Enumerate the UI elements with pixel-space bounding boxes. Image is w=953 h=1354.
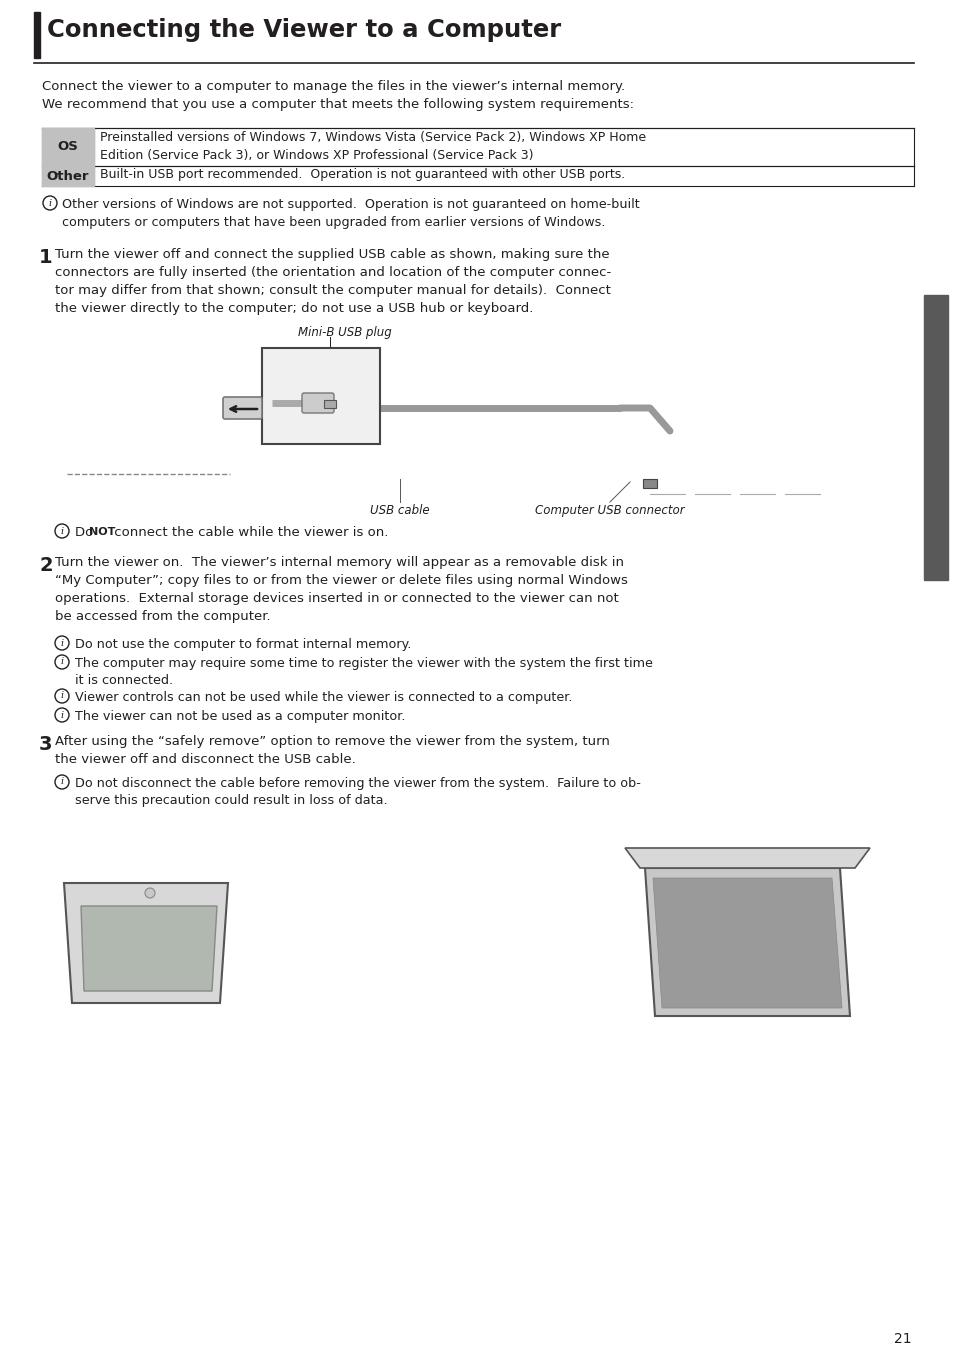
- Text: 21: 21: [893, 1332, 911, 1346]
- Text: NOT: NOT: [89, 527, 115, 538]
- Polygon shape: [624, 848, 869, 868]
- Circle shape: [145, 888, 154, 898]
- Text: Other versions of Windows are not supported.  Operation is not guaranteed on hom: Other versions of Windows are not suppor…: [62, 198, 639, 229]
- Text: Do not use the computer to format internal memory.: Do not use the computer to format intern…: [75, 638, 411, 651]
- Text: i: i: [60, 711, 64, 719]
- Text: 1: 1: [39, 248, 52, 267]
- Text: Mini-B USB plug: Mini-B USB plug: [297, 326, 392, 338]
- Text: Preinstalled versions of Windows 7, Windows Vista (Service Pack 2), Windows XP H: Preinstalled versions of Windows 7, Wind…: [100, 131, 645, 161]
- FancyBboxPatch shape: [302, 393, 334, 413]
- Text: The viewer can not be used as a computer monitor.: The viewer can not be used as a computer…: [75, 709, 405, 723]
- Text: i: i: [60, 639, 64, 647]
- FancyBboxPatch shape: [223, 397, 262, 418]
- Text: USB cable: USB cable: [370, 504, 430, 517]
- Text: Turn the viewer off and connect the supplied USB cable as shown, making sure the: Turn the viewer off and connect the supp…: [55, 248, 611, 315]
- Bar: [324, 399, 335, 408]
- Text: Computer USB connector: Computer USB connector: [535, 504, 684, 517]
- Text: 2: 2: [39, 556, 52, 575]
- Bar: [642, 479, 657, 487]
- Text: Turn the viewer on.  The viewer’s internal memory will appear as a removable dis: Turn the viewer on. The viewer’s interna…: [55, 556, 627, 623]
- Bar: [262, 348, 379, 444]
- Polygon shape: [644, 868, 849, 1016]
- Text: i: i: [60, 658, 64, 666]
- Bar: [42, 167, 94, 185]
- Text: Other: Other: [47, 169, 90, 183]
- Text: Connect the viewer to a computer to manage the files in the viewer’s internal me: Connect the viewer to a computer to mana…: [42, 80, 634, 111]
- Text: connect the cable while the viewer is on.: connect the cable while the viewer is on…: [110, 525, 388, 539]
- Text: Do: Do: [75, 525, 97, 539]
- Text: i: i: [60, 692, 64, 700]
- Text: Built-in USB port recommended.  Operation is not guaranteed with other USB ports: Built-in USB port recommended. Operation…: [100, 168, 624, 181]
- Bar: [34, 12, 40, 58]
- Text: i: i: [60, 777, 64, 787]
- Text: 3: 3: [39, 735, 52, 754]
- Text: Viewer controls can not be used while the viewer is connected to a computer.: Viewer controls can not be used while th…: [75, 691, 572, 704]
- Text: i: i: [60, 527, 64, 535]
- Text: Connecting the Viewer to a Computer: Connecting the Viewer to a Computer: [47, 18, 560, 42]
- Bar: [923, 295, 947, 580]
- Text: After using the “safely remove” option to remove the viewer from the system, tur: After using the “safely remove” option t…: [55, 735, 609, 766]
- Text: OS: OS: [57, 141, 78, 153]
- Text: The computer may require some time to register the viewer with the system the fi: The computer may require some time to re…: [75, 657, 652, 688]
- Polygon shape: [64, 883, 228, 1003]
- Bar: [42, 129, 913, 167]
- Text: Other Options: Other Options: [928, 382, 942, 493]
- Polygon shape: [81, 906, 216, 991]
- Text: i: i: [49, 199, 51, 207]
- Polygon shape: [652, 877, 841, 1007]
- Bar: [42, 129, 94, 167]
- Text: Do not disconnect the cable before removing the viewer from the system.  Failure: Do not disconnect the cable before remov…: [75, 777, 640, 807]
